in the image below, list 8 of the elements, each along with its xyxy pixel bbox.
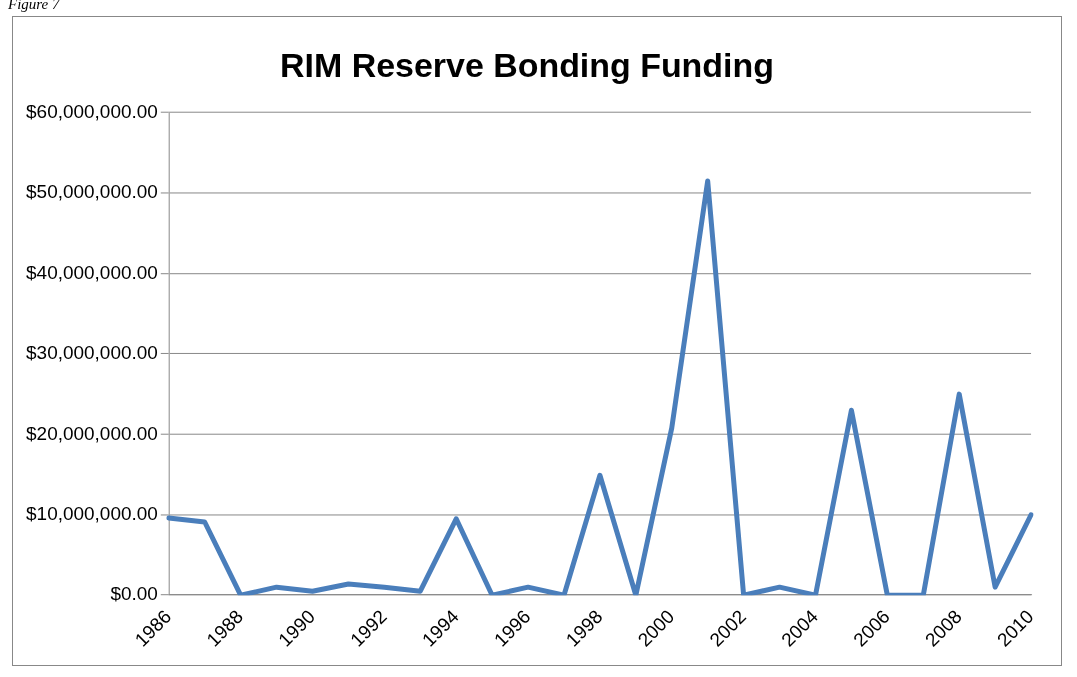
- y-tick-label: $60,000,000.00: [26, 100, 158, 122]
- y-tick-label: $40,000,000.00: [26, 261, 158, 283]
- y-tick-label: $50,000,000.00: [26, 181, 158, 203]
- y-tick-label: $30,000,000.00: [26, 342, 158, 364]
- chart-title: RIM Reserve Bonding Funding: [280, 45, 774, 84]
- y-tick-label: $10,000,000.00: [26, 502, 158, 524]
- y-tick-label: $0.00: [110, 583, 158, 605]
- y-tick-label: $20,000,000.00: [26, 422, 158, 444]
